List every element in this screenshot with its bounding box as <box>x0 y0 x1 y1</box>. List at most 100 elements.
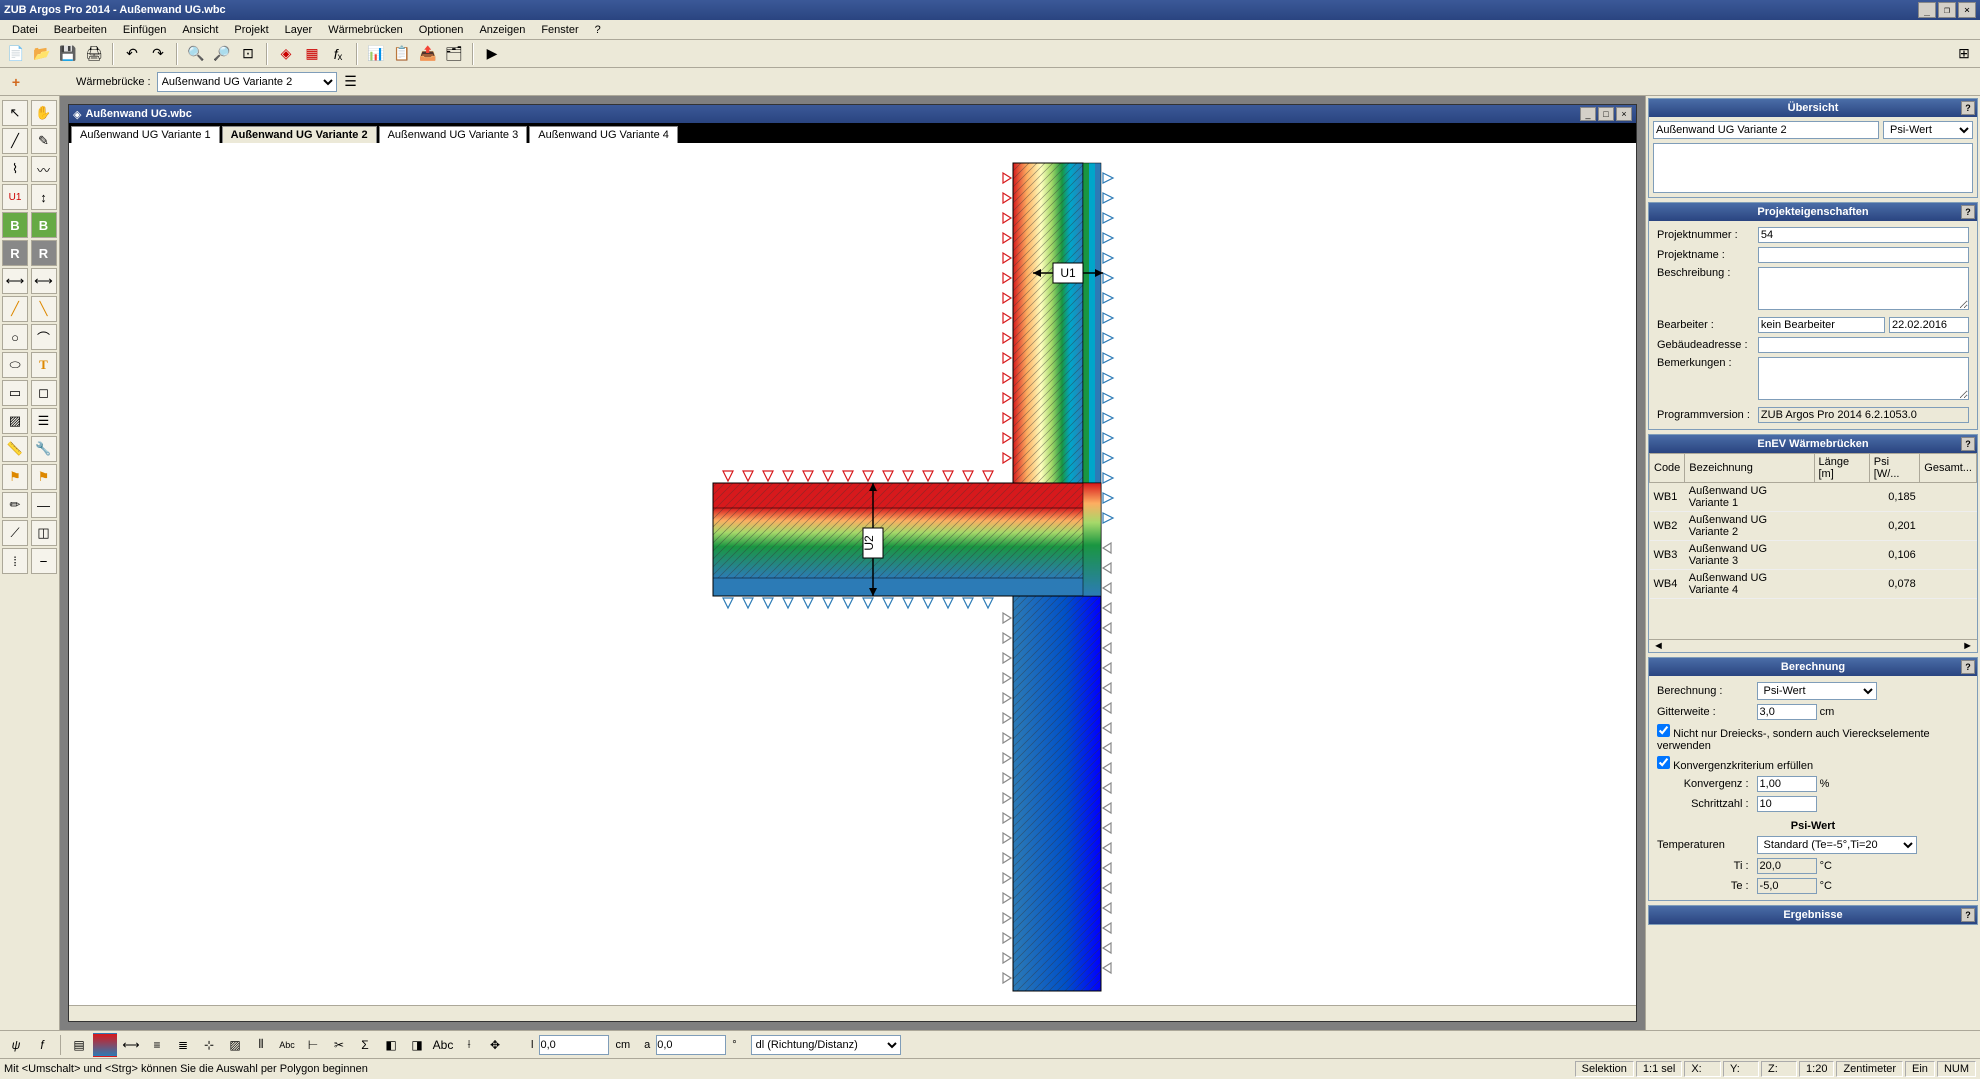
horizontal-scrollbar[interactable] <box>69 1005 1636 1021</box>
f-icon[interactable]: f <box>30 1033 54 1057</box>
circle-tool-icon[interactable]: ○ <box>2 324 28 350</box>
menu-einfuegen[interactable]: Einfügen <box>115 22 174 38</box>
palette1-icon[interactable]: ▤ <box>67 1033 91 1057</box>
scroll-right-icon[interactable]: ► <box>1958 640 1977 652</box>
line2-tool-icon[interactable]: — <box>31 492 57 518</box>
cut-icon[interactable]: ✂ <box>327 1033 351 1057</box>
menu-help[interactable]: ? <box>587 22 609 38</box>
u1-tool-icon[interactable]: U1 <box>2 184 28 210</box>
table-row[interactable]: WB4Außenwand UG Variante 40,078 <box>1650 570 1977 599</box>
table-icon[interactable]: 🗂 <box>442 42 466 66</box>
doc-maximize-button[interactable]: □ <box>1598 107 1614 121</box>
run-icon[interactable]: ▶ <box>480 42 504 66</box>
datum-field[interactable] <box>1889 317 1969 333</box>
bemerkungen-field[interactable] <box>1758 357 1969 400</box>
menu-fenster[interactable]: Fenster <box>533 22 586 38</box>
table-row[interactable]: WB2Außenwand UG Variante 20,201 <box>1650 512 1977 541</box>
text-tool-icon[interactable]: T <box>31 352 57 378</box>
menu-layer[interactable]: Layer <box>277 22 321 38</box>
minimize-button[interactable]: _ <box>1918 2 1936 18</box>
hatch-icon[interactable]: ▨ <box>223 1033 247 1057</box>
wrench-tool-icon[interactable]: 🔧 <box>31 436 57 462</box>
eraser-tool-icon[interactable]: ◫ <box>31 520 57 546</box>
menu-anzeigen[interactable]: Anzeigen <box>471 22 533 38</box>
b-tool-icon[interactable]: B <box>2 212 28 238</box>
help-icon[interactable]: ? <box>1961 437 1975 451</box>
pointer-tool-icon[interactable]: ↖ <box>2 100 28 126</box>
menu-projekt[interactable]: Projekt <box>226 22 276 38</box>
maximize-button[interactable]: ❐ <box>1938 2 1956 18</box>
help-icon[interactable]: ? <box>1961 101 1975 115</box>
length-field[interactable] <box>539 1035 609 1055</box>
calc-icon[interactable]: 📊 <box>364 42 388 66</box>
r-tool-icon[interactable]: R <box>2 240 28 266</box>
square-tool-icon[interactable]: ◻ <box>31 380 57 406</box>
slash-tool-icon[interactable]: ╱ <box>2 296 28 322</box>
help-icon[interactable]: ? <box>1961 205 1975 219</box>
snap-icon[interactable]: ⊹ <box>197 1033 221 1057</box>
more2-icon[interactable]: ◨ <box>405 1033 429 1057</box>
projektname-field[interactable] <box>1758 247 1969 263</box>
export-icon[interactable]: 📤 <box>416 42 440 66</box>
overview-item-field[interactable] <box>1653 121 1879 139</box>
flag2-tool-icon[interactable]: ⚑ <box>31 464 57 490</box>
fx-icon[interactable]: fₓ <box>326 42 350 66</box>
psi-icon[interactable]: ψ <box>4 1033 28 1057</box>
b2-tool-icon[interactable]: B <box>31 212 57 238</box>
gitterweite-field[interactable] <box>1757 704 1817 720</box>
help-icon[interactable]: ? <box>1961 908 1975 922</box>
close-button[interactable]: × <box>1958 2 1976 18</box>
arrow-tool-icon[interactable]: ↕ <box>31 184 57 210</box>
abc-icon[interactable]: Abc <box>275 1033 299 1057</box>
bearbeiter-field[interactable] <box>1758 317 1885 333</box>
material-icon[interactable]: ▦ <box>300 42 324 66</box>
adresse-field[interactable] <box>1758 337 1969 353</box>
brush-tool-icon[interactable]: ⟋ <box>2 520 28 546</box>
angle-field[interactable] <box>656 1035 726 1055</box>
berechnung-select[interactable]: Psi-Wert <box>1757 682 1877 700</box>
viereck-checkbox[interactable]: Nicht nur Dreiecks-, sondern auch Vierec… <box>1657 728 1930 752</box>
warmebrucke-select[interactable]: Außenwand UG Variante 2 <box>157 72 337 92</box>
zoom-extents-icon[interactable]: ⊡ <box>236 42 260 66</box>
temperaturen-select[interactable]: Standard (Te=-5°,Ti=20 <box>1757 836 1917 854</box>
iso2-icon[interactable]: ≣ <box>171 1033 195 1057</box>
props-icon[interactable]: ☰ <box>339 70 363 94</box>
overview-metric-select[interactable]: Psi-Wert <box>1883 121 1973 139</box>
menu-ansicht[interactable]: Ansicht <box>174 22 226 38</box>
beschreibung-field[interactable] <box>1758 267 1969 310</box>
palette2-icon[interactable]: ■ <box>93 1033 117 1057</box>
save-icon[interactable]: 💾 <box>56 42 80 66</box>
konvergenz-field[interactable] <box>1757 776 1817 792</box>
pencil-tool-icon[interactable]: ✎ <box>31 128 57 154</box>
undo-icon[interactable]: ↶ <box>120 42 144 66</box>
move-icon[interactable]: ✥ <box>483 1033 507 1057</box>
dots-tool-icon[interactable]: ⁞ <box>2 548 28 574</box>
doc-close-button[interactable]: × <box>1616 107 1632 121</box>
line-tool-icon[interactable]: ╱ <box>2 128 28 154</box>
iso1-icon[interactable]: ≡ <box>145 1033 169 1057</box>
redo-icon[interactable]: ↷ <box>146 42 170 66</box>
align-icon[interactable]: ⫴ <box>249 1033 273 1057</box>
flag-tool-icon[interactable]: ⚑ <box>2 464 28 490</box>
curve-tool-icon[interactable]: 〰 <box>31 156 57 182</box>
schrittzahl-field[interactable] <box>1757 796 1817 812</box>
table-row[interactable]: WB1Außenwand UG Variante 10,185 <box>1650 483 1977 512</box>
polyline-tool-icon[interactable]: ⌇ <box>2 156 28 182</box>
doc-minimize-button[interactable]: _ <box>1580 107 1596 121</box>
table-row[interactable]: WB3Außenwand UG Variante 30,106 <box>1650 541 1977 570</box>
ellipse-tool-icon[interactable]: ⬭ <box>2 352 28 378</box>
dim2-icon[interactable]: ⊢ <box>301 1033 325 1057</box>
input-method-select[interactable]: dl (Richtung/Distanz) <box>751 1035 901 1055</box>
print-icon[interactable]: 🖨 <box>82 42 106 66</box>
zoom-window-icon[interactable]: 🔍 <box>184 42 208 66</box>
zoom-in-icon[interactable]: 🔎 <box>210 42 234 66</box>
menu-bearbeiten[interactable]: Bearbeiten <box>46 22 115 38</box>
layers-tool-icon[interactable]: ☰ <box>31 408 57 434</box>
add-icon[interactable]: + <box>4 70 28 94</box>
hand-tool-icon[interactable]: ✋ <box>31 100 57 126</box>
menu-optionen[interactable]: Optionen <box>411 22 472 38</box>
grid-icon[interactable]: ⊞ <box>1952 42 1976 66</box>
help-icon[interactable]: ? <box>1961 660 1975 674</box>
arc-tool-icon[interactable]: ⌒ <box>31 324 57 350</box>
layer-icon[interactable]: ◈ <box>274 42 298 66</box>
